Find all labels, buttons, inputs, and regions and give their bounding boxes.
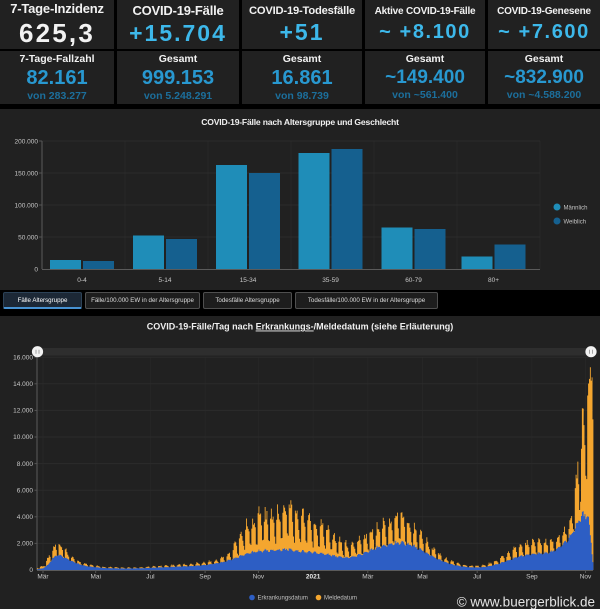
svg-text:150.000: 150.000: [15, 171, 39, 178]
svg-text:Meldedatum: Meldedatum: [324, 596, 357, 602]
svg-text:4.000: 4.000: [17, 514, 34, 521]
svg-text:100.000: 100.000: [15, 203, 39, 210]
svg-text:Weiblich: Weiblich: [564, 220, 587, 226]
svg-text:Mai: Mai: [417, 574, 427, 581]
svg-text:2021: 2021: [306, 574, 321, 581]
svg-text:Erkrankungsdatum: Erkrankungsdatum: [258, 596, 308, 602]
svg-text:8.000: 8.000: [17, 461, 34, 468]
svg-text:5-14: 5-14: [158, 277, 171, 284]
svg-text:10.000: 10.000: [13, 434, 33, 441]
svg-text:12.000: 12.000: [13, 408, 33, 415]
svg-text:60-79: 60-79: [405, 277, 422, 284]
svg-text:Sep: Sep: [199, 574, 211, 581]
svg-text:6.000: 6.000: [17, 487, 34, 494]
svg-text:Männlich: Männlich: [564, 206, 588, 212]
svg-text:50.000: 50.000: [18, 235, 38, 242]
svg-text:Sep: Sep: [526, 574, 538, 581]
svg-text:0: 0: [34, 267, 38, 274]
svg-text:0: 0: [29, 567, 33, 574]
svg-text:15-34: 15-34: [240, 277, 257, 284]
svg-text:© www.buergerblick.de: © www.buergerblick.de: [457, 595, 595, 609]
svg-text:Mär: Mär: [362, 574, 374, 581]
svg-text:Jul: Jul: [146, 574, 155, 581]
svg-text:Nov: Nov: [253, 574, 265, 581]
svg-text:2.000: 2.000: [17, 541, 34, 548]
svg-text:COVID-19-Fälle nach Altersgrup: COVID-19-Fälle nach Altersgruppe und Ges…: [201, 117, 399, 127]
svg-text:14.000: 14.000: [13, 381, 33, 388]
svg-text:16.000: 16.000: [13, 354, 33, 361]
svg-text:0-4: 0-4: [77, 277, 87, 284]
svg-text:COVID-19-Fälle/Tag nach Erkran: COVID-19-Fälle/Tag nach Erkrankungs-/Mel…: [147, 322, 453, 332]
svg-text:Mär: Mär: [37, 574, 49, 581]
svg-text:Jul: Jul: [473, 574, 482, 581]
svg-text:Nov: Nov: [580, 574, 592, 581]
svg-text:Mai: Mai: [90, 574, 100, 581]
svg-text:35-59: 35-59: [322, 277, 339, 284]
svg-text:200.000: 200.000: [15, 139, 39, 146]
svg-text:80+: 80+: [488, 277, 499, 284]
